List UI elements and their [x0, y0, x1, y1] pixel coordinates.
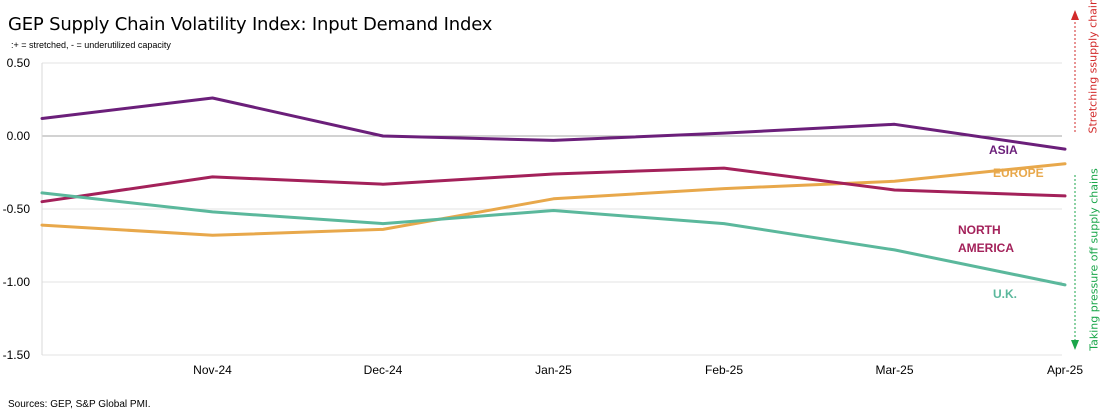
source-note: Sources: GEP, S&P Global PMI.	[8, 399, 151, 410]
series-line-u-k-	[40, 191, 1067, 287]
x-tick-label: Apr-25	[1047, 363, 1083, 377]
x-tick-label: Nov-24	[193, 363, 232, 377]
series-labels: ASIA EUROPE NORTH AMERICA U.K.	[958, 143, 1044, 301]
chart-title: GEP Supply Chain Volatility Index: Input…	[8, 14, 493, 35]
x-tick-label: Jan-25	[535, 363, 572, 377]
taking-pressure-label: Taking pressure off supply chains	[1087, 168, 1101, 351]
up-arrow-head	[1071, 10, 1079, 20]
y-axis-ticks: 0.50 0.00 -0.50 -1.00 -1.50	[3, 56, 31, 362]
x-tick-label: Feb-25	[705, 363, 743, 377]
chart-subtitle: :+ = stretched, - = underutilized capaci…	[11, 40, 171, 50]
series-label: ASIA	[989, 143, 1018, 157]
y-tick-label: -1.00	[3, 275, 31, 289]
grid-lines	[41, 62, 1062, 356]
x-tick-label: Dec-24	[364, 363, 403, 377]
side-arrows	[1071, 10, 1079, 350]
series-label: AMERICA	[958, 241, 1014, 255]
x-axis-ticks: Nov-24 Dec-24 Jan-25 Feb-25 Mar-25 Apr-25	[193, 363, 1083, 377]
series-label: NORTH	[958, 223, 1001, 237]
x-tick-label: Mar-25	[875, 363, 913, 377]
series-line-europe	[40, 162, 1067, 237]
y-tick-label: 0.00	[7, 129, 31, 143]
y-tick-label: -0.50	[3, 202, 31, 216]
series-line-asia	[40, 96, 1067, 151]
series-label: EUROPE	[993, 166, 1044, 180]
stretching-label: Stretching ssupply chains	[1086, 0, 1100, 134]
series-line-north-america	[40, 166, 1067, 204]
down-arrow-head	[1071, 340, 1079, 350]
series-lines	[40, 96, 1067, 287]
series-label: U.K.	[993, 287, 1017, 301]
y-tick-label: -1.50	[3, 348, 31, 362]
y-tick-label: 0.50	[7, 56, 31, 70]
